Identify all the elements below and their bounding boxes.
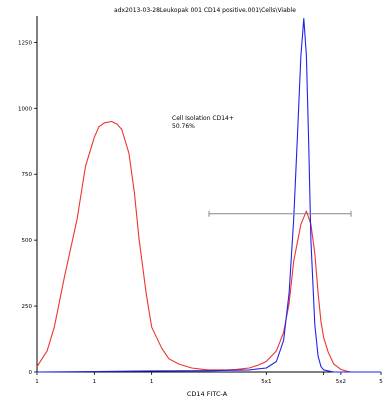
y-tick-label: 0 bbox=[29, 370, 33, 376]
x-tick-label: 1 bbox=[93, 379, 97, 385]
x-tick-label: 1 bbox=[150, 379, 154, 385]
plot-area: 0 250 500 750 1000 1250 1 1 1 5x1 5x2 5 bbox=[18, 16, 383, 385]
annotation-line-2: 50.76% bbox=[172, 123, 195, 130]
x-axis-label: CD14 FITC-A bbox=[187, 390, 228, 398]
blue-histogram-line bbox=[36, 18, 381, 373]
annotation-line-1: Cell Isolation CD14+ bbox=[172, 115, 234, 122]
x-tick-label: 1 bbox=[35, 379, 39, 385]
y-tick-label: 1000 bbox=[18, 106, 32, 112]
x-tick-label: 5x1 bbox=[261, 379, 271, 385]
y-tick-label: 750 bbox=[22, 172, 33, 178]
x-tick-label: 5x2 bbox=[336, 379, 346, 385]
y-tick-label: 1250 bbox=[18, 40, 32, 46]
y-tick-label: 500 bbox=[22, 238, 33, 244]
red-histogram-line bbox=[36, 120, 352, 373]
x-tick-label: 5 bbox=[379, 379, 383, 385]
y-tick-label: 250 bbox=[22, 304, 33, 310]
chart-title: adx2013-03-28Leukopak 001 CD14 positive.… bbox=[114, 7, 296, 14]
